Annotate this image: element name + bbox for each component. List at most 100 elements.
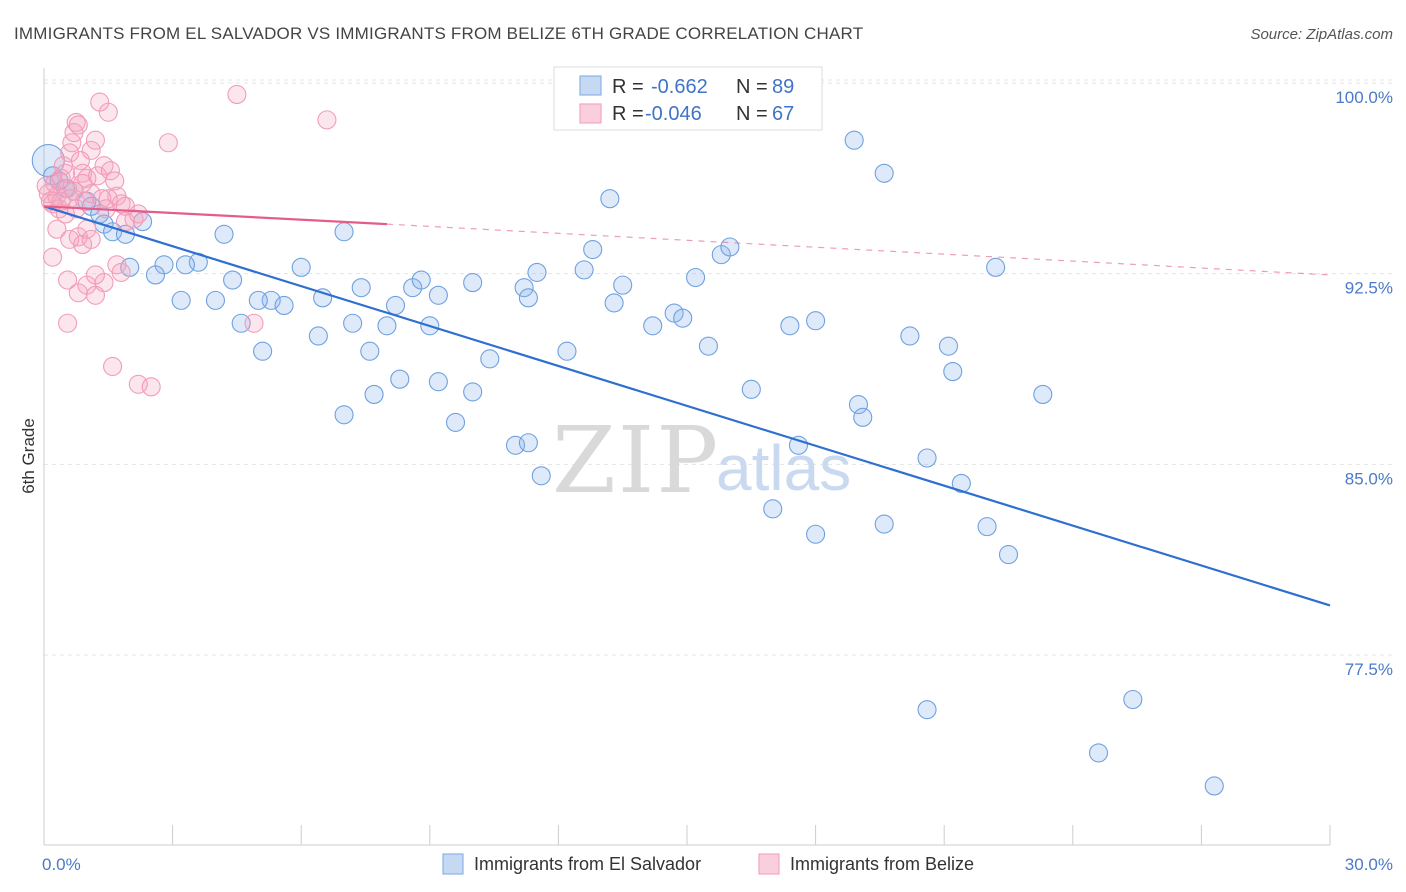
el-salvador-point-23 (248, 290, 268, 310)
legend-r-label-1: R = (612, 76, 644, 98)
el-salvador-point-62 (463, 382, 483, 402)
belize-point-8 (53, 156, 73, 176)
belize-point-52 (43, 247, 63, 267)
el-salvador-point-17 (175, 255, 196, 275)
el-salvador-point-37 (428, 285, 448, 305)
el-salvador-trend-line (43, 205, 1331, 607)
belize-point-45 (158, 133, 178, 153)
el-salvador-point-78 (853, 407, 873, 427)
el-salvador-point-90 (1204, 776, 1224, 796)
belize-point-31 (58, 270, 78, 290)
belize-point-57 (81, 184, 101, 204)
belize-point-65 (105, 171, 125, 191)
el-salvador-point-24 (274, 295, 294, 316)
belize-point-36 (81, 229, 101, 249)
bottom-legend-swatch-belize (758, 853, 780, 875)
el-salvador-point-33 (343, 313, 363, 333)
y-tick-label-3: 77.5% (1345, 660, 1393, 679)
el-salvador-point-46 (557, 341, 577, 361)
belize-point-44 (58, 313, 78, 333)
y-axis-title: 6th Grade (19, 418, 38, 494)
x-tick-label-min: 0.0% (42, 855, 81, 874)
el-salvador-point-51 (686, 267, 706, 288)
bottom-legend: Immigrants from El Salvador Immigrants f… (442, 853, 974, 875)
belize-point-48 (103, 356, 123, 377)
belize-point-14 (66, 112, 86, 132)
belize-point-50 (141, 377, 161, 397)
watermark: ZIP atlas (552, 407, 851, 514)
el-salvador-point-52 (604, 293, 624, 313)
el-salvador-point-50 (673, 308, 693, 328)
el-salvador-point-63 (334, 405, 354, 425)
el-salvador-point-59 (390, 369, 410, 389)
el-salvador-point-39 (463, 273, 483, 293)
el-salvador-point-58 (741, 379, 761, 399)
el-salvador-point-60 (364, 384, 384, 404)
belize-point-47 (317, 110, 337, 130)
chart-title: IMMIGRANTS FROM EL SALVADOR VS IMMIGRANT… (14, 24, 863, 43)
el-salvador-point-32 (360, 341, 380, 361)
el-salvador-point-80 (763, 499, 783, 519)
el-salvador-point-38 (253, 341, 273, 361)
el-salvador-point-20 (205, 290, 226, 310)
el-salvador-point-72 (900, 326, 920, 346)
legend-r-label-2: R = (612, 103, 644, 125)
el-salvador-point-77 (848, 395, 869, 415)
el-salvador-point-42 (527, 262, 547, 282)
el-salvador-point-71 (874, 163, 894, 183)
el-salvador-point-30 (385, 295, 406, 316)
belize-trend-line (43, 205, 387, 226)
el-salvador-point-76 (1033, 384, 1053, 404)
scatter-points (31, 84, 1224, 796)
el-salvador-point-43 (574, 260, 594, 280)
el-salvador-point-64 (445, 412, 466, 432)
el-salvador-point-45 (600, 189, 620, 209)
el-salvador-point-74 (943, 362, 963, 382)
el-salvador-point-19 (171, 290, 191, 310)
legend-box: R = -0.662 N = 89 R = -0.046 N = 67 (553, 66, 823, 131)
belize-point-42 (68, 283, 88, 303)
y-tick-label-0: 100.0% (1335, 88, 1393, 107)
belize-point-58 (88, 166, 108, 186)
belize-point-46 (227, 84, 247, 105)
y-tick-label-2: 85.0% (1345, 469, 1393, 488)
el-salvador-point-28 (334, 222, 354, 242)
el-salvador-point-35 (411, 270, 431, 290)
legend-swatch-el-salvador (579, 75, 602, 96)
y-tick-label-1: 92.5% (1345, 279, 1393, 298)
belize-point-40 (111, 262, 131, 282)
trend-lines (43, 205, 1331, 607)
belize-point-43 (85, 285, 105, 305)
belize-point-63 (75, 191, 95, 211)
el-salvador-point-41 (518, 288, 538, 308)
x-ticks (43, 825, 1331, 845)
el-salvador-point-89 (1123, 689, 1143, 710)
el-salvador-point-84 (951, 473, 971, 493)
belize-point-66 (115, 196, 135, 216)
bottom-legend-label-el-salvador: Immigrants from El Salvador (474, 854, 701, 874)
el-salvador-point-67 (518, 433, 538, 453)
bottom-legend-label-belize: Immigrants from Belize (790, 854, 974, 874)
el-salvador-point-40 (514, 278, 534, 298)
el-salvador-point-75 (986, 257, 1006, 277)
legend-swatch-belize (579, 103, 602, 124)
belize-point-30 (47, 219, 67, 239)
el-salvador-point-15 (214, 224, 234, 244)
el-salvador-point-18 (223, 270, 243, 290)
el-salvador-point-88 (1088, 743, 1109, 763)
el-salvador-point-83 (917, 448, 937, 468)
el-salvador-point-81 (806, 524, 826, 544)
el-salvador-point-85 (977, 517, 997, 537)
el-salvador-point-53 (698, 336, 718, 356)
belize-point-51 (244, 313, 264, 333)
chart-source: Source: ZipAtlas.com (1250, 26, 1393, 43)
el-salvador-point-82 (874, 514, 894, 534)
legend-r-value-2: -0.046 (645, 103, 702, 125)
el-salvador-point-25 (291, 257, 311, 277)
el-salvador-point-73 (938, 336, 959, 356)
el-salvador-point-48 (643, 316, 663, 336)
el-salvador-point-70 (844, 130, 864, 150)
bottom-legend-swatch-el-salvador (442, 853, 464, 875)
el-salvador-point-57 (806, 311, 826, 331)
